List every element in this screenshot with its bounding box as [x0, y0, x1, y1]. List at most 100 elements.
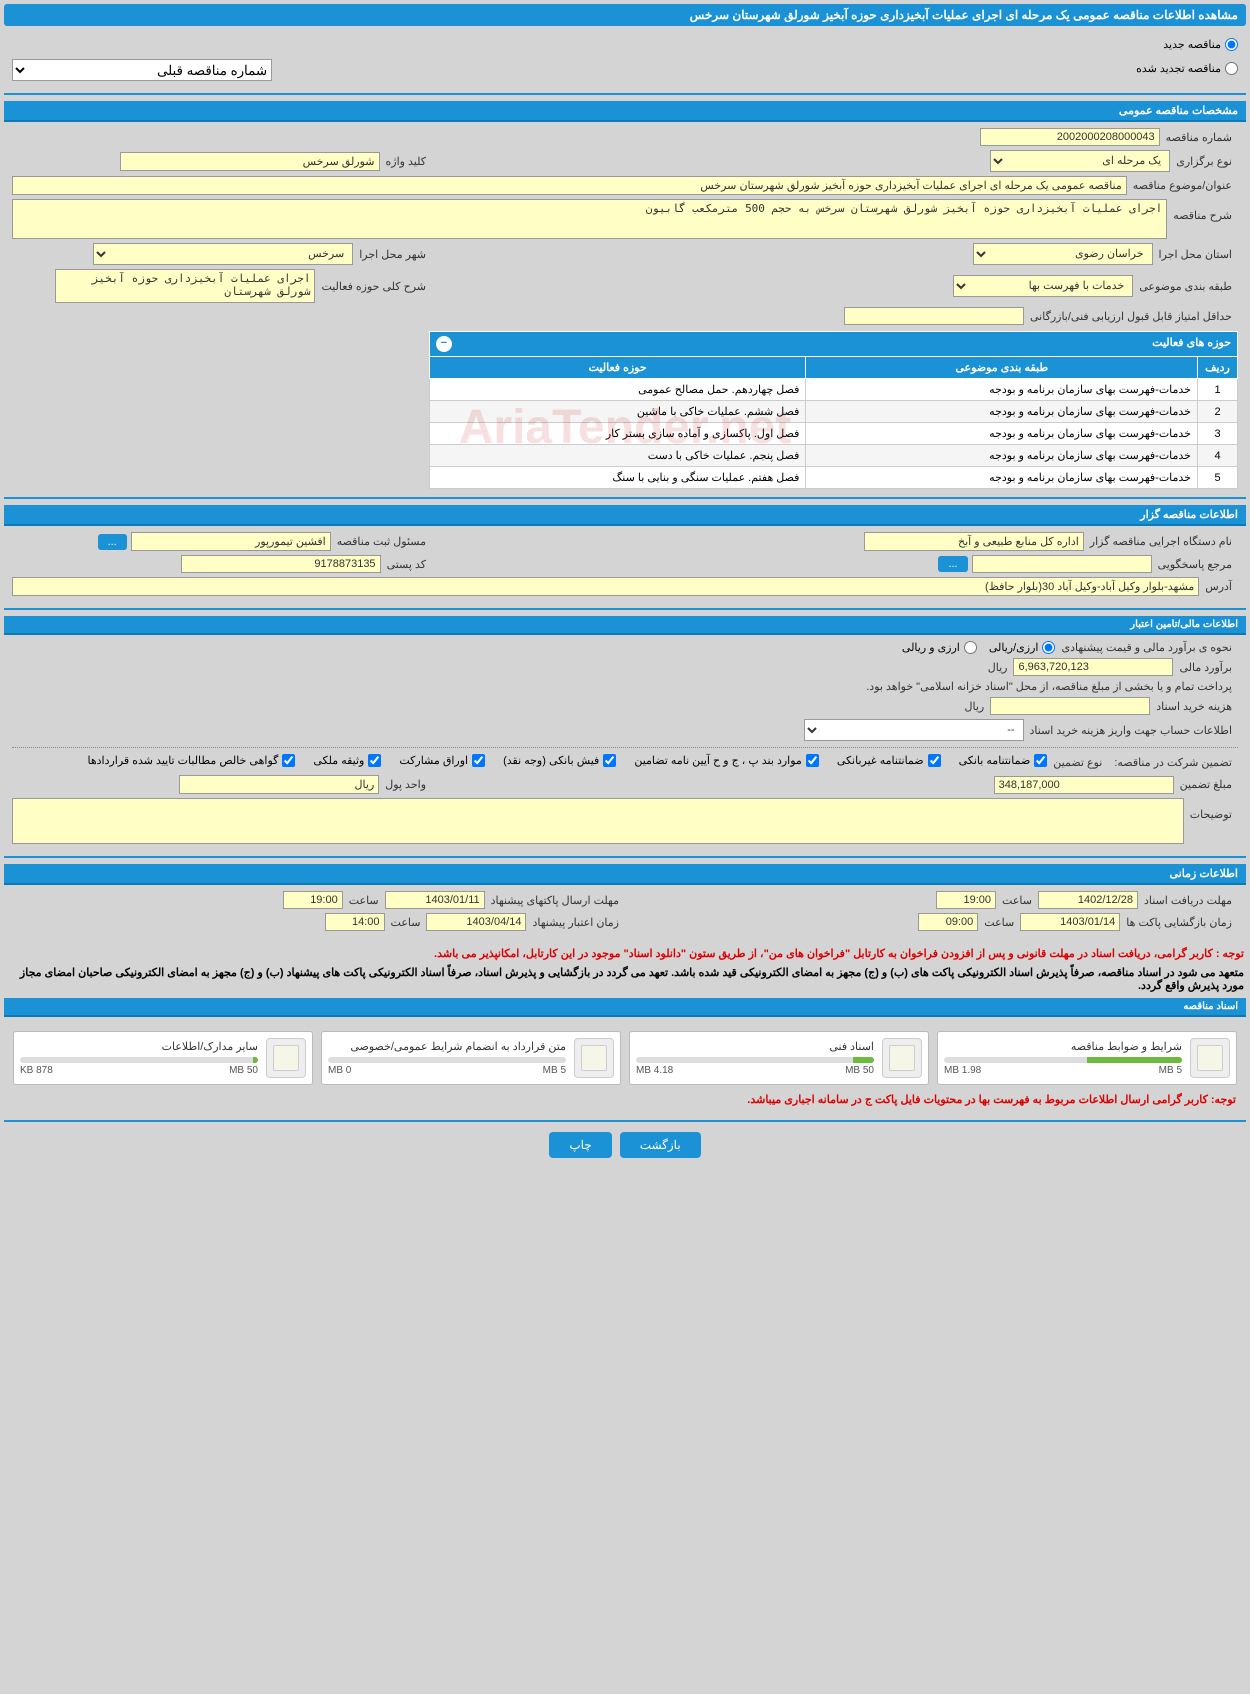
table-row: 2خدمات-فهرست بهای سازمان برنامه و بودجهف…: [429, 401, 1237, 423]
type-label: نوع برگزاری: [1170, 155, 1238, 168]
folder-icon: [882, 1038, 922, 1078]
doc-title: شرایط و ضوابط مناقصه: [944, 1040, 1182, 1053]
chk-bank-guarantee[interactable]: ضمانتنامه بانکی: [959, 754, 1048, 767]
tender-number: 2002000208000043: [980, 128, 1160, 146]
estimate-currency: ریال: [982, 661, 1014, 674]
col-field: حوزه فعالیت: [429, 357, 806, 379]
activity-scope-value[interactable]: اجرای عملیات آبخیزداری حوزه آبخیز شورلق …: [55, 269, 315, 303]
opening-date: 1403/01/14: [1020, 913, 1120, 931]
radio-renewed-label: مناقصه تجدید شده: [1136, 62, 1221, 75]
section-general: مشخصات مناقصه عمومی: [4, 101, 1246, 122]
section-organizer: اطلاعات مناقصه گزار: [4, 505, 1246, 526]
chk-bank-receipt[interactable]: فیش بانکی (وجه نقد): [503, 754, 616, 767]
doc-used: 878 KB: [20, 1065, 53, 1076]
doc-deadline-time: 19:00: [936, 891, 996, 909]
doc-used: 4.18 MB: [636, 1065, 673, 1076]
payment-note: پرداخت تمام و یا بخشی از مبلغ مناقصه، از…: [860, 680, 1238, 693]
desc-value[interactable]: اجرای عملیات آبخیزداری حوزه آبخیز شورلق …: [12, 199, 1167, 239]
title-label: عنوان/موضوع مناقصه: [1127, 179, 1238, 192]
estimate-method-label: نحوه ی برآورد مالی و قیمت پیشنهادی: [1055, 641, 1238, 654]
print-button[interactable]: چاپ: [549, 1132, 611, 1158]
province-label: استان محل اجرا: [1153, 248, 1238, 261]
registrar-value: افشین تیمورپور: [131, 532, 331, 551]
deposit-account-select[interactable]: --: [804, 719, 1024, 741]
doc-title: اسناد فنی: [636, 1040, 874, 1053]
back-button[interactable]: بازگشت: [620, 1132, 701, 1158]
validity-label: زمان اعتبار پیشنهاد: [526, 916, 625, 929]
prev-tender-select[interactable]: شماره مناقصه قبلی: [12, 59, 272, 81]
validity-time: 14:00: [325, 913, 385, 931]
address-value: مشهد-بلوار وکیل آباد-وکیل آباد 30(بلوار …: [12, 577, 1199, 596]
proposal-deadline-label: مهلت ارسال پاکتهای پیشنهاد: [485, 894, 625, 907]
doc-card[interactable]: متن قرارداد به انضمام شرایط عمومی/خصوصی …: [321, 1031, 621, 1085]
chk-cases[interactable]: موارد بند پ ، ج و ح آیین نامه تضامین: [634, 754, 818, 767]
contact-value: [972, 555, 1152, 573]
type-select[interactable]: یک مرحله ای: [990, 150, 1170, 172]
doc-cost-label: هزینه خرید اسناد: [1150, 700, 1238, 713]
chk-contract-cert[interactable]: گواهی خالص مطالبات تایید شده قراردادها: [87, 754, 295, 767]
doc-cost-unit: ریال: [958, 700, 990, 713]
radio-new-tender[interactable]: مناقصه جدید: [1163, 38, 1238, 51]
unit-value: ریال: [179, 775, 379, 794]
opening-label: زمان بازگشایی پاکت ها: [1120, 916, 1238, 929]
doc-deadline-time-label: ساعت: [996, 894, 1038, 907]
radio-rial[interactable]: ارزی/ریالی: [989, 641, 1056, 654]
radio-new-label: مناقصه جدید: [1163, 38, 1221, 51]
min-score-value: [844, 307, 1024, 325]
city-select[interactable]: سرخس: [93, 243, 353, 265]
keyword-label: کلید واژه: [380, 155, 432, 168]
guarantee-label: تضمین شرکت در مناقصه:: [1108, 756, 1238, 769]
table-row: 1خدمات-فهرست بهای سازمان برنامه و بودجهف…: [429, 379, 1237, 401]
deposit-account-label: اطلاعات حساب جهت واریز هزینه خرید اسناد: [1024, 724, 1238, 737]
activity-table: حوزه های فعالیت − ردیف طبقه بندی موضوعی …: [429, 331, 1238, 489]
radio-both[interactable]: ارزی و ریالی: [902, 641, 977, 654]
radio-renewed-tender[interactable]: مناقصه تجدید شده: [1136, 62, 1238, 75]
opening-time-label: ساعت: [978, 916, 1020, 929]
table-row: 4خدمات-فهرست بهای سازمان برنامه و بودجهف…: [429, 445, 1237, 467]
proposal-deadline-date: 1403/01/11: [385, 891, 485, 909]
province-select[interactable]: خراسان رضوی: [973, 243, 1153, 265]
explain-label: توضیحات: [1184, 798, 1238, 821]
desc-label: شرح مناقصه: [1167, 199, 1238, 222]
estimate-value: 6,963,720,123: [1013, 658, 1173, 676]
proposal-deadline-time-label: ساعت: [343, 894, 385, 907]
chk-property[interactable]: وثیقه ملکی: [313, 754, 381, 767]
unit-label: واحد پول: [379, 778, 432, 791]
chk-participation[interactable]: اوراق مشارکت: [399, 754, 485, 767]
contact-more-button[interactable]: ...: [938, 556, 967, 572]
section-timing: اطلاعات زمانی: [4, 864, 1246, 885]
notice-2: متعهد می شود در اسناد مناقصه، صرفاً پذیر…: [6, 966, 1244, 992]
notice-1: توجه : کاربر گرامی، دریافت اسناد در مهلت…: [6, 947, 1244, 960]
doc-cost-value: [990, 697, 1150, 715]
postal-value: 9178873135: [181, 555, 381, 573]
subject-class-select[interactable]: خدمات با فهرست بها: [953, 275, 1133, 297]
tender-number-label: شماره مناقصه: [1160, 131, 1238, 144]
agency-value: اداره کل منابع طبیعی و آبخ: [864, 532, 1084, 551]
validity-time-label: ساعت: [385, 916, 427, 929]
opening-time: 09:00: [918, 913, 978, 931]
doc-used: 1.98 MB: [944, 1065, 981, 1076]
chk-nonbank-guarantee[interactable]: ضمانتنامه غیربانکی: [837, 754, 941, 767]
min-score-label: حداقل امتیاز قابل قبول ارزیابی فنی/بازرگ…: [1024, 310, 1238, 323]
doc-card[interactable]: شرایط و ضوابط مناقصه 5 MB1.98 MB: [937, 1031, 1237, 1085]
col-row: ردیف: [1198, 357, 1238, 379]
folder-icon: [1190, 1038, 1230, 1078]
doc-card[interactable]: سایر مدارک/اطلاعات 50 MB 878 KB: [13, 1031, 313, 1085]
table-row: 3خدمات-فهرست بهای سازمان برنامه و بودجهف…: [429, 423, 1237, 445]
doc-title: سایر مدارک/اطلاعات: [20, 1040, 258, 1053]
folder-icon: [266, 1038, 306, 1078]
registrar-more-button[interactable]: ...: [98, 534, 127, 550]
doc-deadline-date: 1402/12/28: [1038, 891, 1138, 909]
activity-scope-label: شرح کلی حوزه فعالیت: [315, 280, 432, 293]
doc-total: 50 MB: [229, 1065, 258, 1076]
estimate-label: برآورد مالی: [1173, 661, 1238, 674]
agency-label: نام دستگاه اجرایی مناقصه گزار: [1084, 535, 1238, 548]
collapse-icon[interactable]: −: [436, 336, 452, 352]
explain-value[interactable]: [12, 798, 1184, 844]
city-label: شهر محل اجرا: [353, 248, 432, 261]
proposal-deadline-time: 19:00: [283, 891, 343, 909]
table-row: 5خدمات-فهرست بهای سازمان برنامه و بودجهف…: [429, 467, 1237, 489]
doc-used: 0 MB: [328, 1065, 351, 1076]
doc-card[interactable]: اسناد فنی 50 MB4.18 MB: [629, 1031, 929, 1085]
doc-deadline-label: مهلت دریافت اسناد: [1138, 894, 1238, 907]
